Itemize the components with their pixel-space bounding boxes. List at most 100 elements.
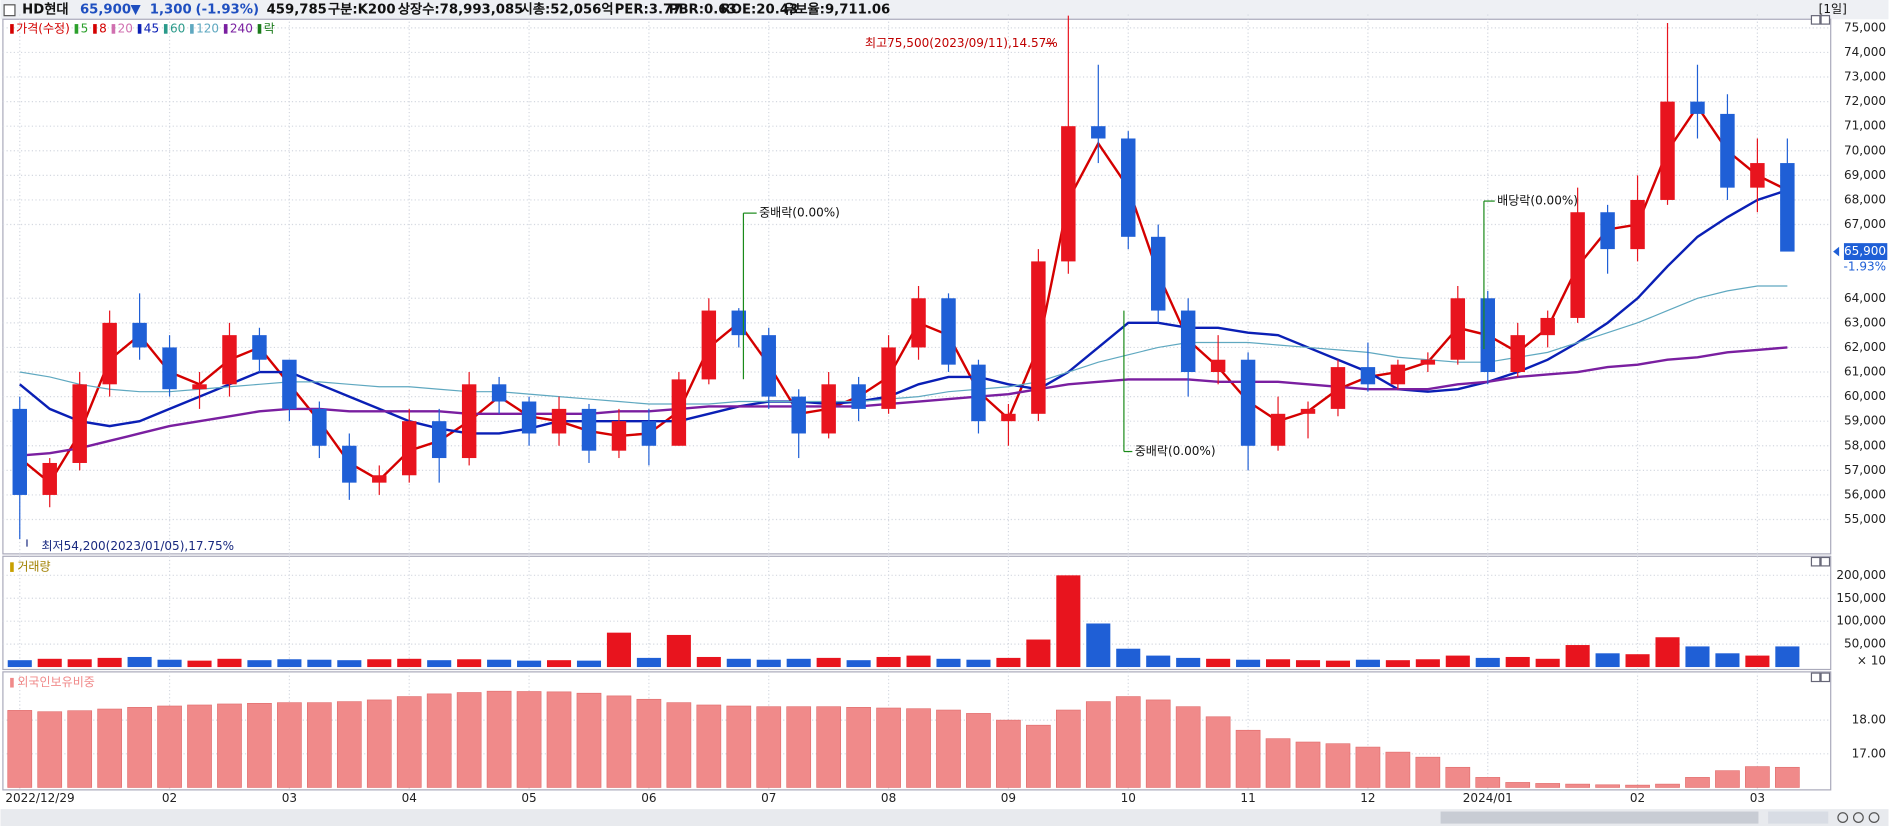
bar [1625,654,1650,668]
candle-body [731,310,747,336]
bar [726,705,752,788]
scroll-thumb[interactable] [1440,811,1759,824]
bar [1385,751,1411,788]
x-tick-label: 11 [1240,791,1255,805]
panel-button [1810,15,1821,25]
candle-body [1360,367,1376,385]
zoom-button[interactable] [1868,812,1880,823]
y-tick-label: 18.00 [1852,713,1886,727]
field: PER:3.77 [615,3,682,18]
annotation: 배당락(0.00%) [1497,194,1578,208]
candle-body [761,335,776,397]
candle-body [971,364,986,422]
field: 유보율:9,711.06 [783,1,890,18]
bar [1056,575,1081,668]
bar [1385,660,1410,668]
price-tag-box [1843,243,1888,260]
field: 구분:K200 [328,2,396,18]
field: PBR:0.63 [669,3,737,18]
bar [1445,655,1470,668]
bar [1595,784,1620,788]
bar [1115,696,1141,788]
y-tick-label: 200,000 [1836,568,1886,582]
candle-body [521,401,537,434]
bar [876,656,901,668]
y-tick-label: 64,000 [1844,291,1886,305]
candle-body [461,384,477,459]
panel-title-swatch [10,562,14,572]
plot-layer: 2022/12/29 02 03 04 05 06 07 08 09 10 11 12 2024/01 0… [2,14,1888,805]
y-tick-label: 57,000 [1844,463,1886,477]
bar [936,709,961,788]
candle-body [1450,298,1466,360]
bar [1595,653,1620,668]
candle-body [372,475,387,483]
bar [1775,646,1800,668]
bar [606,632,631,668]
bar [996,719,1021,788]
bar [1535,783,1561,788]
panel-title: 거래량 [17,560,50,574]
bar [307,702,332,788]
candle-body [1300,408,1316,414]
y-tick-label: 61,000 [1844,365,1886,379]
bar [1565,645,1590,668]
bar [7,710,33,788]
bar [1146,655,1171,668]
legend-label: 5 [81,21,89,35]
candle-body [102,322,117,385]
legend-swatch [10,24,14,34]
zoom-button[interactable] [1837,812,1849,823]
period-button[interactable]: [1일] [1819,2,1847,16]
bar [1505,782,1531,788]
bar [786,658,811,668]
bar [427,660,452,668]
bar [1655,637,1680,668]
candle-body [911,298,926,348]
candle-body [162,347,177,390]
candle-body [641,421,657,446]
field: 시총:52,056억 [521,2,614,18]
bar [1266,659,1291,668]
candle-body [1001,413,1016,422]
legend-swatch [111,24,116,34]
header-bar [0,0,1889,20]
candle-body [1720,113,1735,188]
candle-body [701,310,717,380]
zoom-button[interactable] [1852,812,1864,823]
bar [846,660,871,668]
bar [97,708,122,788]
y-tick-label: 150,000 [1836,591,1886,605]
candle-body [1390,364,1406,385]
bar [1265,738,1291,788]
bar [546,691,572,788]
bar [546,660,572,668]
bar [876,707,901,788]
bar [696,656,721,668]
candle-body [941,298,956,365]
legend-label: 60 [170,21,185,35]
bar [1355,659,1380,668]
bar [307,659,332,668]
legend-swatch [190,24,194,34]
legend-swatch [257,24,262,34]
bar [1685,646,1710,668]
legend-label: 20 [118,21,133,35]
candle-body [881,347,896,409]
x-tick-label: 09 [1001,791,1016,805]
legend-label: 45 [144,21,159,35]
change-pct: (-1.93%) [196,3,260,18]
candle-body [1121,138,1136,237]
candle-body [851,384,866,409]
candle-body [1510,335,1525,373]
candle-body [402,421,417,476]
annotation: 중배락(0.00%) [759,206,840,220]
bar [1116,648,1141,668]
candle-body [1690,101,1705,114]
legend-label: 120 [196,21,219,35]
candle-body [1540,317,1555,336]
x-tick-label: 05 [521,791,536,805]
zoom-slider[interactable] [1768,811,1829,824]
x-tick-label: 04 [402,791,417,805]
